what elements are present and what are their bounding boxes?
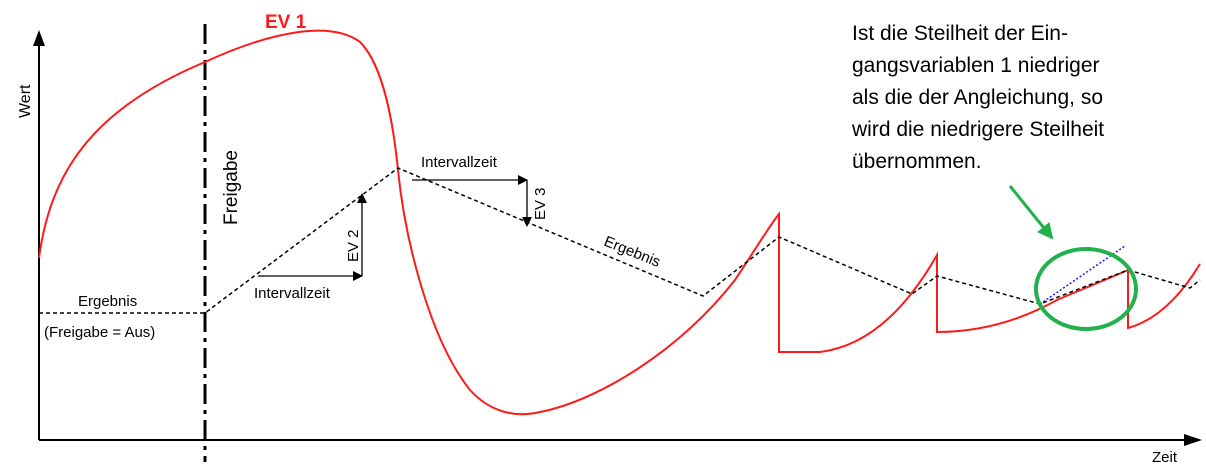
ev2-label: EV 2	[345, 229, 362, 262]
pointer-arrow	[1008, 185, 1054, 240]
x-axis-arrowhead	[1184, 434, 1202, 446]
x-axis-label: Zeit	[1152, 449, 1178, 466]
note-line: als die der Angleichung, so	[852, 86, 1104, 109]
note-line: Ist die Steilheit der Ein-	[852, 22, 1068, 45]
ev1-label: EV 1	[265, 12, 307, 33]
result-line	[39, 167, 1201, 314]
intervallzeit-1-label: Intervallzeit	[254, 285, 331, 302]
intervallzeit-2-label: Intervallzeit	[421, 154, 498, 171]
explanation-note: Ist die Steilheit der Ein- gangsvariable…	[852, 18, 1192, 178]
note-line: übernommen.	[852, 150, 982, 173]
note-line: gangsvariablen 1 niedriger	[852, 54, 1100, 77]
highlight-circle	[1034, 247, 1138, 331]
ergebnis-left-label: Ergebnis	[78, 293, 137, 310]
y-axis-label: Wert	[17, 84, 34, 118]
ev3-label: EV 3	[532, 187, 549, 220]
note-line: wird die niedrigere Steilheit	[852, 118, 1105, 141]
ergebnis-mid-label: Ergebnis	[602, 233, 663, 271]
freigabe-aus-label: (Freigabe = Aus)	[44, 324, 155, 341]
ev1-curve	[38, 29, 1201, 416]
freigabe-label: Freigabe	[221, 150, 242, 225]
y-axis-arrowhead	[33, 30, 45, 46]
